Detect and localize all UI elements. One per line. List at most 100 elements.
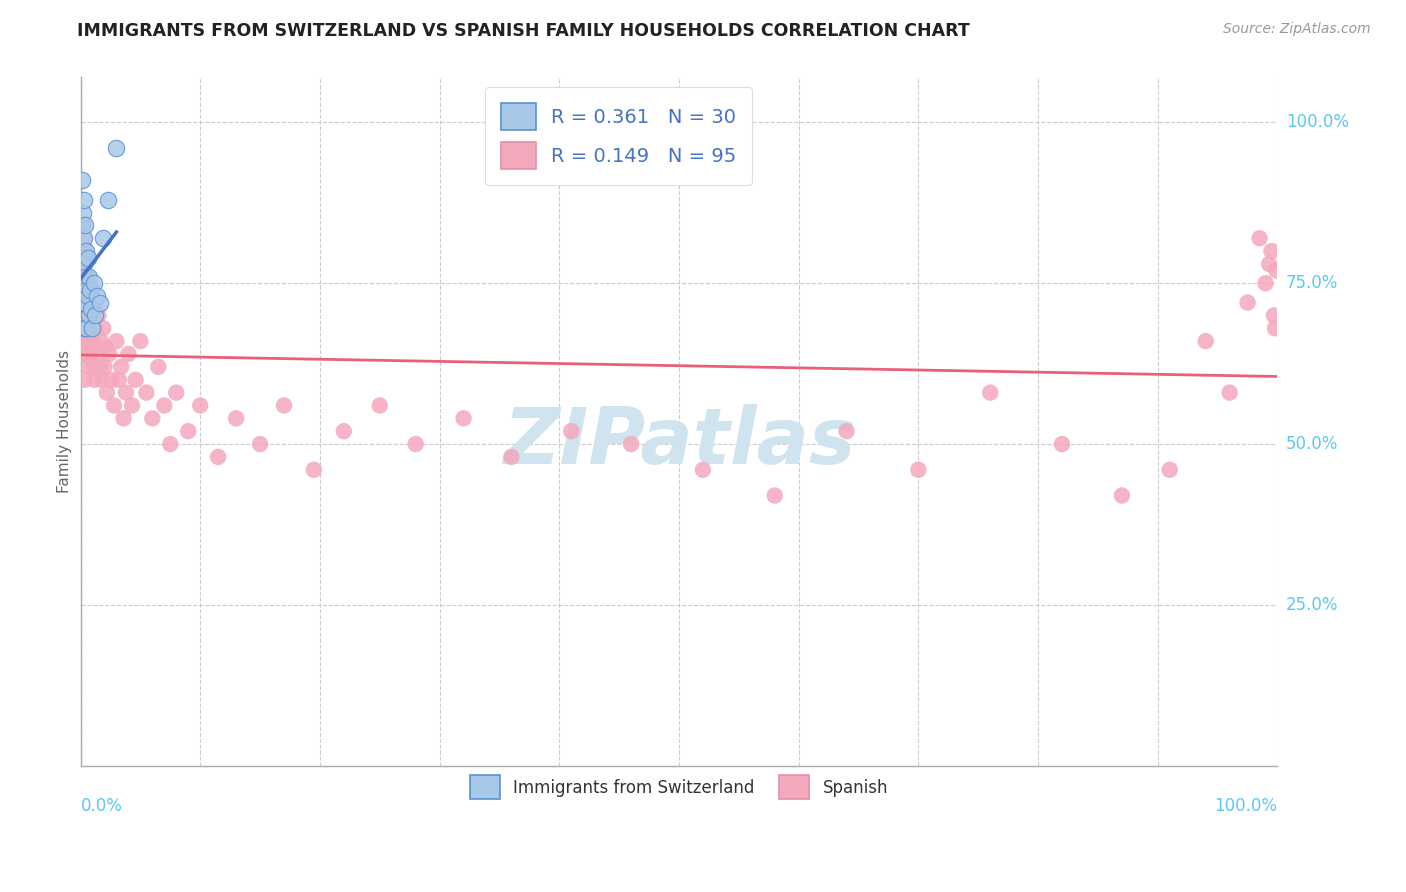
Point	[87, 309, 110, 323]
Point	[70, 257, 93, 271]
Point	[115, 385, 138, 400]
Point	[91, 231, 114, 245]
Point	[75, 334, 97, 348]
Point	[225, 411, 247, 425]
Point	[108, 373, 131, 387]
Point	[73, 321, 96, 335]
Point	[72, 269, 94, 284]
Point	[77, 269, 100, 284]
Point	[1050, 437, 1073, 451]
Point	[1254, 277, 1277, 291]
Point	[1264, 321, 1286, 335]
Point	[97, 193, 120, 207]
Point	[89, 295, 111, 310]
Point	[80, 301, 103, 316]
Point	[70, 334, 93, 348]
Point	[86, 347, 108, 361]
Point	[83, 309, 105, 323]
Point	[76, 321, 98, 335]
Text: 100.0%: 100.0%	[1215, 797, 1278, 814]
Point	[73, 231, 96, 245]
Point	[83, 309, 105, 323]
Point	[82, 283, 104, 297]
Text: 75.0%: 75.0%	[1286, 274, 1339, 293]
Point	[70, 283, 93, 297]
Point	[76, 244, 98, 259]
Point	[84, 295, 107, 310]
Point	[76, 251, 98, 265]
Point	[82, 321, 104, 335]
Point	[907, 463, 929, 477]
Point	[620, 437, 643, 451]
Point	[94, 341, 117, 355]
Point	[1258, 257, 1281, 271]
Point	[165, 385, 187, 400]
Point	[77, 321, 100, 335]
Point	[76, 269, 98, 284]
Point	[110, 359, 132, 374]
Point	[75, 295, 97, 310]
Point	[73, 347, 96, 361]
Point	[453, 411, 475, 425]
Point	[1159, 463, 1181, 477]
Point	[333, 424, 356, 438]
Point	[1195, 334, 1218, 348]
Point	[112, 411, 135, 425]
Point	[72, 347, 94, 361]
Legend: Immigrants from Switzerland, Spanish: Immigrants from Switzerland, Spanish	[457, 762, 901, 813]
Point	[73, 309, 96, 323]
Point	[368, 399, 391, 413]
Point	[76, 283, 98, 297]
Point	[129, 334, 152, 348]
Point	[76, 347, 98, 361]
Point	[1263, 309, 1285, 323]
Point	[77, 359, 100, 374]
Point	[70, 219, 93, 233]
Point	[90, 334, 112, 348]
Point	[501, 450, 523, 464]
Point	[70, 173, 93, 187]
Point	[72, 205, 94, 219]
Point	[103, 399, 125, 413]
Point	[72, 295, 94, 310]
Point	[72, 295, 94, 310]
Point	[100, 373, 122, 387]
Point	[1236, 295, 1258, 310]
Point	[135, 385, 157, 400]
Point	[77, 309, 100, 323]
Point	[86, 289, 108, 303]
Point	[302, 463, 325, 477]
Point	[1219, 385, 1241, 400]
Point	[80, 309, 103, 323]
Point	[141, 411, 163, 425]
Point	[70, 251, 93, 265]
Y-axis label: Family Households: Family Households	[58, 350, 72, 493]
Point	[835, 424, 858, 438]
Point	[188, 399, 211, 413]
Point	[75, 295, 97, 310]
Point	[177, 424, 200, 438]
Point	[405, 437, 427, 451]
Text: 50.0%: 50.0%	[1286, 435, 1339, 453]
Point	[979, 385, 1001, 400]
Point	[1111, 489, 1133, 503]
Point	[76, 283, 98, 297]
Point	[79, 295, 101, 310]
Point	[273, 399, 295, 413]
Point	[117, 347, 139, 361]
Point	[96, 385, 118, 400]
Text: 100.0%: 100.0%	[1286, 113, 1348, 131]
Point	[148, 359, 170, 374]
Point	[76, 309, 98, 323]
Point	[79, 283, 101, 297]
Point	[77, 283, 100, 297]
Point	[1260, 244, 1282, 259]
Point	[73, 193, 96, 207]
Point	[83, 321, 105, 335]
Point	[72, 244, 94, 259]
Text: 0.0%: 0.0%	[80, 797, 122, 814]
Point	[692, 463, 714, 477]
Point	[93, 359, 115, 374]
Point	[76, 244, 98, 259]
Point	[70, 309, 93, 323]
